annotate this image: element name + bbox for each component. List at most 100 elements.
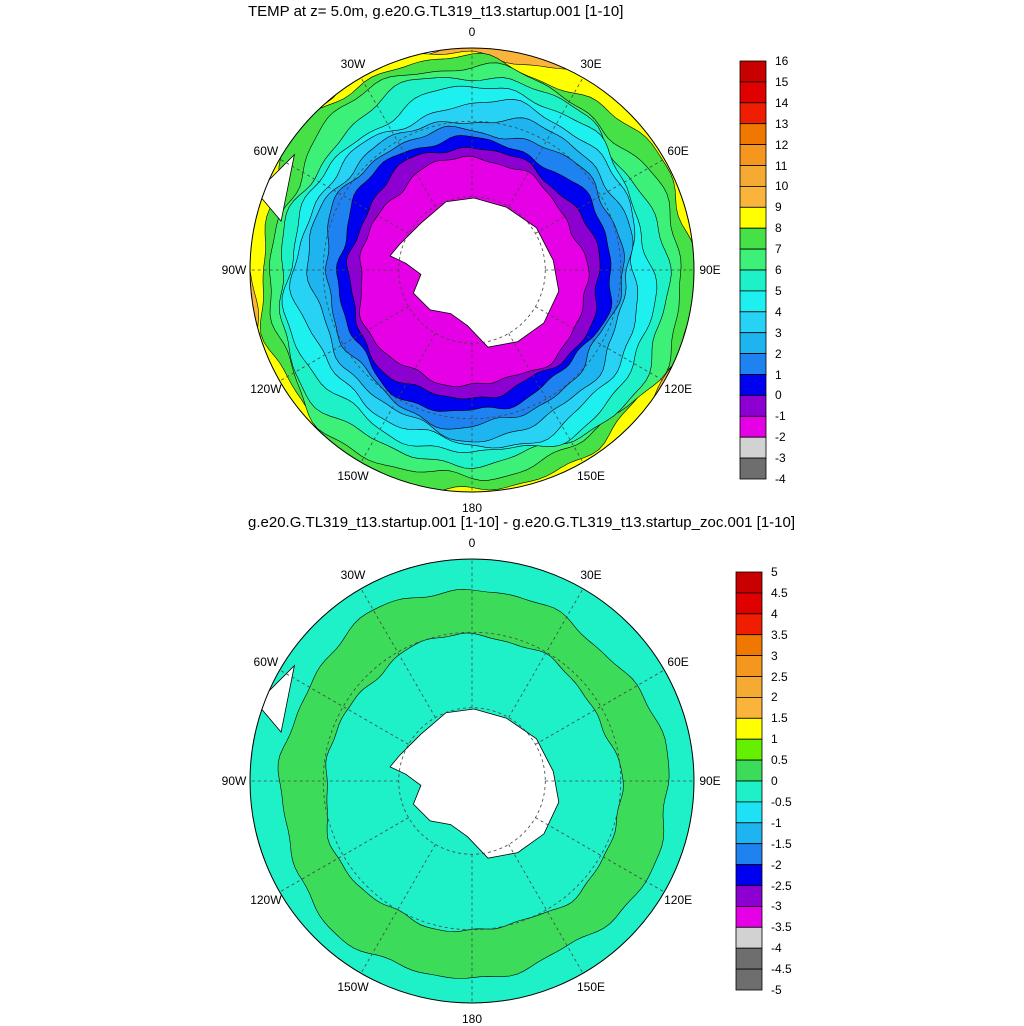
longitude-label-60E: 60E: [667, 144, 689, 158]
colorbar-box: [739, 248, 767, 271]
colorbar-tick-label: 6: [775, 263, 782, 277]
longitude-label-150E: 150E: [576, 980, 606, 995]
antarctica-landmass: [389, 197, 560, 348]
colorbar-tick-label: -4: [775, 472, 786, 486]
colorbar-tick-label: 4: [771, 606, 778, 621]
colorbar-box: [735, 906, 763, 928]
meridian-line: [508, 333, 584, 463]
colorbar-tick-label: 5: [771, 565, 778, 579]
colorbar-box: [735, 864, 763, 886]
map-border: [249, 47, 695, 493]
longitude-label-120W: 120W: [250, 893, 282, 907]
meridian-line: [360, 588, 436, 718]
colorbar-tick-label: -5: [771, 983, 782, 997]
meridian-line: [360, 77, 436, 207]
south-america-landmass: [256, 153, 296, 223]
longitude-label-120E: 120E: [664, 893, 693, 907]
colorbar-tick-label: 0.5: [771, 753, 788, 768]
longitude-label-60W: 60W: [253, 144, 279, 158]
colorbar-box: [739, 374, 767, 396]
meridian-line: [535, 158, 665, 234]
colorbar-box: [735, 968, 763, 991]
colorbar-box: [735, 885, 763, 907]
colorbar-box: [735, 801, 763, 824]
colorbar-box: [735, 843, 763, 866]
colorbar-box: [735, 592, 763, 615]
meridian-line: [508, 588, 584, 718]
meridian-line: [360, 844, 436, 974]
colorbar-tick-label: -3.5: [771, 920, 792, 935]
colorbar-tick-label: -4.5: [771, 962, 792, 977]
colorbar-tick-label: 2.5: [771, 669, 788, 684]
colorbar-tick-label: 8: [775, 221, 782, 236]
colorbar-box: [739, 81, 767, 104]
longitude-label-0: 0: [468, 25, 476, 39]
colorbar-tick-label: 2: [775, 346, 782, 361]
colorbar-box: [739, 332, 767, 355]
colorbar-tick-label: 0: [775, 388, 782, 403]
colorbar-box: [739, 123, 767, 145]
longitude-label-90W: 90W: [221, 774, 247, 788]
colorbar-box: [735, 571, 763, 594]
colorbar-tick-label: 3: [775, 325, 782, 340]
colorbar-box: [735, 717, 763, 740]
colorbar-tick-label: -2.5: [771, 878, 792, 893]
longitude-label-90E: 90E: [699, 263, 721, 277]
longitude-label-60E: 60E: [667, 655, 689, 669]
colorbar-tick-label: 7: [775, 242, 782, 257]
colorbar-box: [735, 697, 763, 719]
colorbar-tick-label: -1: [771, 815, 782, 830]
colorbar-box: [735, 926, 763, 949]
colorbar-tick-label: -1.5: [771, 836, 792, 851]
colorbar-tick-label: -2: [771, 857, 782, 872]
colorbar-box: [739, 165, 767, 187]
colorbar-tick-label: 15: [775, 74, 789, 89]
colorbar-tick-label: 10: [775, 179, 789, 194]
longitude-label-180: 180: [461, 1012, 483, 1026]
longitude-label-180: 180: [461, 501, 483, 515]
colorbar-tick-label: 13: [775, 116, 789, 131]
longitude-label-30E: 30E: [580, 567, 602, 582]
colorbar-tick-label: 14: [775, 95, 789, 110]
colorbar-tick-label: -3: [775, 451, 786, 466]
colorbar-box: [735, 676, 763, 698]
colorbar-box: [739, 311, 767, 334]
longitude-label-30W: 30W: [340, 56, 366, 71]
colorbar-tick-label: -4: [771, 941, 782, 956]
colorbar-tick-label: 11: [775, 158, 788, 173]
longitude-label-30E: 30E: [580, 56, 602, 71]
colorbar-tick-label: 12: [775, 137, 789, 152]
longitude-label-90W: 90W: [221, 263, 247, 277]
meridian-line: [508, 844, 584, 974]
colorbar-box: [735, 634, 763, 657]
colorbar-box: [739, 227, 767, 250]
colorbar-tick-label: 3.5: [771, 627, 788, 642]
longitude-label-30W: 30W: [340, 567, 366, 582]
colorbar-box: [739, 290, 767, 313]
colorbar-tick-label: 2: [771, 690, 778, 705]
longitude-label-120W: 120W: [250, 382, 282, 396]
colorbar-tick-label: -3: [771, 899, 782, 914]
meridian-line: [508, 77, 584, 207]
colorbar-tick-label: 4: [775, 304, 782, 319]
colorbar-box: [739, 185, 767, 208]
longitude-label-0: 0: [468, 536, 476, 550]
colorbar-box: [739, 415, 767, 438]
meridian-line: [535, 817, 665, 893]
colorbar-tick-label: 0: [771, 774, 778, 788]
colorbar-box: [739, 436, 767, 459]
colorbar-box: [739, 353, 767, 375]
antarctica-landmass: [389, 708, 560, 859]
colorbar-tick-label: -0.5: [771, 794, 792, 809]
colorbar-box: [735, 822, 763, 845]
colorbar-box: [739, 394, 767, 417]
colorbar-tick-label: 5: [775, 283, 782, 298]
colorbar-box: [735, 759, 763, 782]
colorbar-tick-label: -2: [775, 430, 786, 445]
south-america-landmass: [256, 664, 296, 734]
colorbar-tick-label: 1.5: [771, 711, 788, 726]
colorbar-box: [739, 60, 767, 83]
panel2-title: g.e20.G.TL319_t13.startup.001 [1-10] - g…: [248, 514, 796, 531]
colorbar-box: [735, 947, 763, 970]
